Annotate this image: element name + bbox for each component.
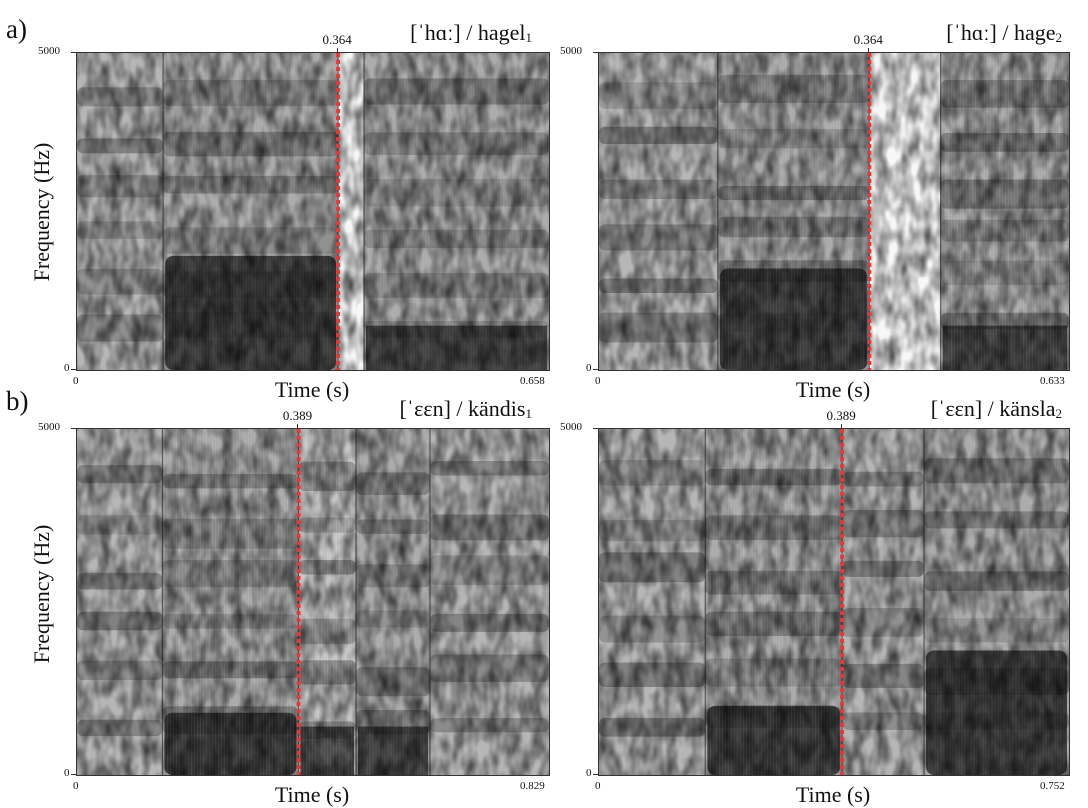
transcription: [ˈɛɛn] / (930, 396, 1000, 421)
noise-texture (599, 53, 1069, 370)
x-tick-min: 0 (73, 780, 79, 792)
transcription: [ˈhɑː] / (410, 20, 478, 45)
word: kändis (468, 396, 526, 421)
y-tick-min: 0 (64, 767, 70, 779)
y-tick-max: 5000 (38, 421, 60, 433)
y-tick-max: 5000 (560, 45, 582, 57)
spectrogram-plot (76, 52, 550, 371)
time-marker-label: 0.364 (322, 32, 352, 47)
x-tick-max: 0.752 (1040, 780, 1065, 792)
time-marker-label: 0.389 (282, 408, 313, 423)
spectrogram-svg (599, 53, 1069, 370)
x-tick-max: 0.829 (520, 780, 545, 792)
time-marker-label: 0.389 (826, 408, 856, 423)
word: hagel (477, 20, 526, 45)
word: hage (1013, 20, 1056, 45)
y-tickmark-max (593, 52, 598, 53)
word-label: [ˈhɑː] / hagel1 (410, 20, 532, 46)
word-subscript: 1 (525, 406, 533, 421)
x-tick-max: 0.633 (1040, 375, 1065, 387)
noise-texture (77, 429, 549, 775)
word-label: [ˈɛɛn] / känsla2 (931, 396, 1062, 422)
spectrogram-plot (598, 428, 1070, 776)
word-label: [ˈhɑː] / hage2 (946, 20, 1062, 46)
noise-texture (77, 53, 549, 370)
y-tickmark-min (593, 369, 598, 370)
y-tickmark-min (593, 774, 598, 775)
x-tick-min: 0 (73, 375, 79, 387)
y-axis-label-bottom: Frequency (Hz) (29, 524, 54, 664)
spectrogram-svg (599, 429, 1069, 775)
x-tick-min: 0 (595, 375, 601, 387)
y-tick-max: 5000 (560, 421, 582, 433)
word-subscript: 1 (525, 30, 533, 45)
y-tick-min: 0 (586, 362, 592, 374)
transcription: [ˈɛɛn] / (399, 396, 469, 421)
x-axis-label: Time (s) (795, 782, 871, 807)
time-marker-tick (337, 48, 339, 53)
word-label: [ˈɛɛn] / kändis1 (399, 396, 532, 422)
panel-label-b: b) (6, 386, 29, 416)
transcription: [ˈhɑː] / (946, 20, 1014, 45)
x-tick-min: 0 (595, 780, 601, 792)
time-marker-tick (297, 424, 299, 429)
word-subscript: 2 (1055, 30, 1063, 45)
y-tickmark-max (71, 52, 76, 53)
y-tick-min: 0 (64, 362, 70, 374)
time-marker-label: 0.364 (853, 32, 883, 47)
y-tickmark-min (71, 369, 76, 370)
spectrogram-plot (76, 428, 550, 776)
time-marker-tick (841, 424, 843, 429)
y-tickmark-max (593, 428, 598, 429)
spectrogram-svg (77, 429, 549, 775)
x-axis-label: Time (s) (274, 782, 350, 807)
y-axis-label-top: Frequency (Hz) (29, 142, 54, 282)
y-tick-min: 0 (586, 767, 592, 779)
time-marker-tick (868, 48, 870, 53)
noise-texture (599, 429, 1069, 775)
x-axis-label: Time (s) (274, 377, 350, 402)
word: känsla (999, 396, 1056, 421)
y-tickmark-max (71, 428, 76, 429)
panel-label-a: a) (6, 14, 27, 44)
x-tick-max: 0.658 (520, 375, 545, 387)
y-tickmark-min (71, 774, 76, 775)
spectrogram-svg (77, 53, 549, 370)
y-tick-max: 5000 (38, 45, 60, 57)
word-subscript: 2 (1055, 406, 1063, 421)
spectrogram-plot (598, 52, 1070, 371)
x-axis-label: Time (s) (795, 377, 871, 402)
